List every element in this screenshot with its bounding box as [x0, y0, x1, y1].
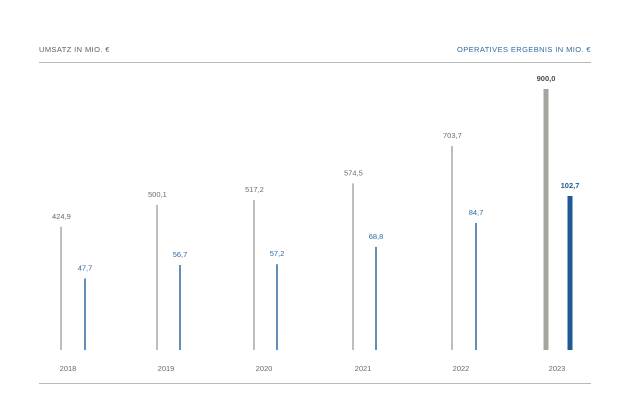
year-label-2018: 2018 — [60, 364, 77, 373]
year-label-2022: 2022 — [453, 364, 470, 373]
revenue-value-label-2020: 517,2 — [245, 185, 264, 194]
operating-result-axis-title: OPERATIVES ERGEBNIS IN MIO. € — [457, 45, 591, 54]
operating-result-bar-2018 — [84, 278, 86, 350]
revenue-bar-2022 — [451, 145, 453, 350]
revenue-value-label-2021: 574,5 — [344, 168, 363, 177]
operating-result-value-label-2021: 68,8 — [369, 232, 384, 241]
operating-result-bar-2022 — [475, 222, 477, 350]
year-label-2019: 2019 — [158, 364, 175, 373]
revenue-bar-2018 — [60, 226, 62, 350]
year-label-2020: 2020 — [256, 364, 273, 373]
revenue-value-label-2019: 500,1 — [148, 190, 167, 199]
year-label-2021: 2021 — [355, 364, 372, 373]
operating-result-bar-2020 — [276, 264, 278, 350]
operating-result-bar-2023 — [567, 196, 573, 350]
operating-result-value-label-2023: 102,7 — [561, 181, 580, 190]
revenue-value-label-2022: 703,7 — [443, 131, 462, 140]
top-divider — [39, 62, 591, 63]
operating-result-bar-2019 — [179, 264, 181, 350]
revenue-bar-2023 — [543, 89, 549, 350]
operating-result-value-label-2022: 84,7 — [469, 208, 484, 217]
revenue-axis-title: UMSATZ IN MIO. € — [39, 45, 110, 54]
revenue-value-label-2018: 424,9 — [52, 212, 71, 221]
operating-result-value-label-2018: 47,7 — [78, 263, 93, 272]
year-label-2023: 2023 — [549, 364, 566, 373]
bottom-divider — [39, 383, 591, 384]
revenue-value-label-2023: 900,0 — [537, 74, 556, 83]
operating-result-value-label-2019: 56,7 — [173, 250, 188, 259]
revenue-bar-2021 — [352, 183, 354, 350]
revenue-bar-2019 — [156, 204, 158, 350]
operating-result-value-label-2020: 57,2 — [270, 249, 285, 258]
revenue-bar-2020 — [253, 200, 255, 350]
operating-result-bar-2021 — [375, 246, 377, 350]
